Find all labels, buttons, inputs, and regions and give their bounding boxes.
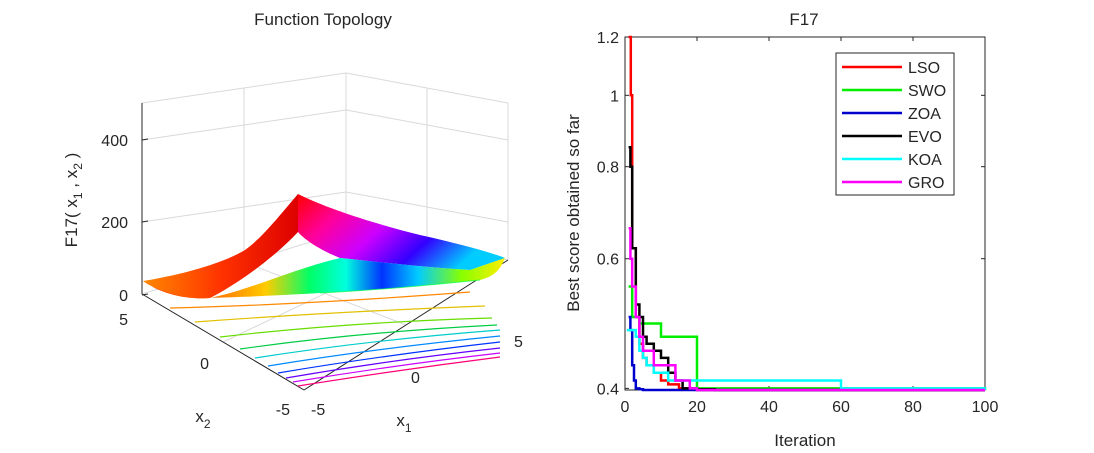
legend: LSO SWO ZOA EVO KOA GRO — [835, 52, 955, 196]
surface-title: Function Topology — [254, 10, 392, 29]
legend-label: EVO — [908, 129, 942, 146]
x-tick-label: -5 — [311, 402, 325, 419]
x-ticks: 0 20 40 60 80 100 — [621, 37, 999, 416]
y-axis-label: x2 — [195, 407, 211, 431]
legend-label: ZOA — [908, 106, 941, 123]
surface-mesh — [143, 194, 505, 299]
y-tick-label: -5 — [276, 402, 290, 419]
y-tick-label: 0 — [200, 356, 209, 373]
legend-box — [835, 52, 955, 196]
series-lines — [626, 35, 987, 392]
legend-items: LSO SWO ZOA EVO KOA GRO — [842, 60, 946, 192]
convergence-plot: F17 0 20 40 60 80 100 0.4 0.6 0.8 1 1.2 Iteration… — [564, 10, 998, 450]
series-line-gro — [628, 226, 985, 392]
convergence-title: F17 — [789, 10, 818, 29]
x-tick-label: 60 — [832, 399, 850, 416]
y-tick-label: 0.8 — [597, 160, 619, 177]
x-tick-label: 5 — [514, 334, 523, 351]
z-tick-label: 200 — [101, 215, 128, 232]
z-tick-label: 0 — [119, 288, 128, 305]
z-ticks — [141, 138, 149, 296]
series-line-koa — [626, 328, 987, 390]
y-tick-label: 1 — [610, 88, 619, 105]
z-axis-label: F17( x1 , x2 ) — [62, 153, 85, 248]
legend-label: LSO — [908, 60, 940, 77]
y-tick-label: 5 — [119, 312, 128, 329]
x-axis-label: x1 — [396, 411, 412, 435]
x-tick-label: 0 — [621, 399, 630, 416]
y-axis-label: Best score obtained so far — [564, 114, 583, 312]
surface-plot: Function Topology — [62, 10, 523, 435]
z-tick-label: 400 — [101, 133, 128, 150]
y-ticks: 0.4 0.6 0.8 1 1.2 — [597, 30, 985, 398]
x-tick-label: 80 — [904, 399, 922, 416]
x-tick-label: 100 — [972, 399, 999, 416]
legend-label: KOA — [908, 152, 942, 169]
y-tick-label: 1.2 — [597, 30, 619, 47]
surface-axes — [141, 103, 509, 391]
y-tick-label: 0.6 — [597, 252, 619, 269]
x-axis-label: Iteration — [774, 431, 835, 450]
x-tick-label: 20 — [688, 399, 706, 416]
y-tick-label: 0.4 — [597, 381, 619, 398]
legend-label: GRO — [908, 175, 944, 192]
x-tick-label: 0 — [411, 370, 420, 387]
legend-label: SWO — [908, 83, 946, 100]
x-tick-label: 40 — [760, 399, 778, 416]
surface-contours — [169, 291, 501, 387]
